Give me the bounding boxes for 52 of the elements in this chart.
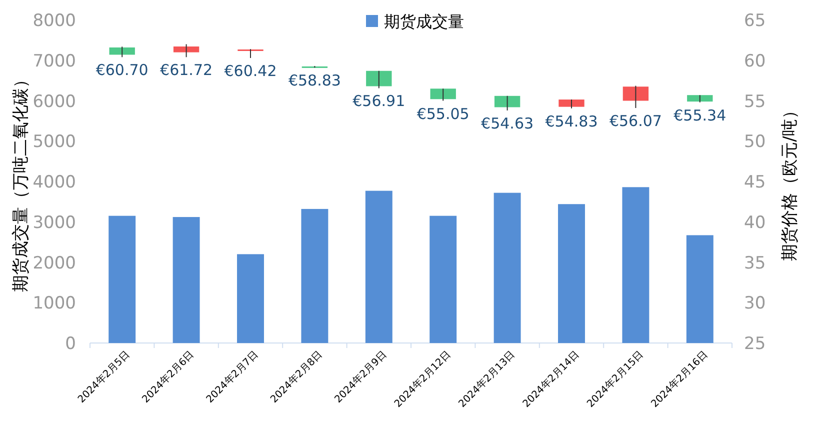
y2-tick-label: 35 xyxy=(744,253,766,274)
text: €55.05 xyxy=(416,104,470,123)
y2-axis-title: 期货价格（欧元/吨） xyxy=(780,102,800,261)
bar xyxy=(622,187,650,343)
bar xyxy=(558,204,585,343)
y2-tick-label: 45 xyxy=(744,172,766,192)
bar xyxy=(237,254,264,343)
y2-tick-label: 30 xyxy=(744,294,766,314)
text: €54.63 xyxy=(481,114,534,132)
y-tick-label: 7000 xyxy=(32,51,76,72)
legend-label: 期货成交量 xyxy=(384,12,464,31)
candlestick xyxy=(430,88,456,102)
y-tick-label: 4000 xyxy=(32,172,76,192)
y2-tick-label: 50 xyxy=(744,132,766,152)
candlestick xyxy=(366,70,392,89)
bar xyxy=(172,217,200,343)
text: €56.91 xyxy=(352,92,406,110)
candlestick xyxy=(494,95,520,111)
text: €54.83 xyxy=(545,112,598,130)
y2-tick-label: 55 xyxy=(744,92,766,112)
bar xyxy=(365,190,392,343)
text: €58.83 xyxy=(288,72,341,90)
candlestick xyxy=(173,44,200,58)
candlestick xyxy=(238,48,264,58)
text: €60.70 xyxy=(96,61,148,80)
text: €60.42 xyxy=(224,62,277,80)
y2-tick-label: 40 xyxy=(744,212,766,233)
text: €56.07 xyxy=(609,112,662,130)
candlestick xyxy=(302,66,328,68)
y-tick-label: 3000 xyxy=(32,212,76,233)
bar xyxy=(108,216,136,343)
candlestick xyxy=(622,85,649,109)
y2-tick-label: 60 xyxy=(744,51,766,72)
candlestick xyxy=(687,94,713,103)
bar xyxy=(686,235,714,343)
text: €55.34 xyxy=(674,106,726,124)
text: €61.72 xyxy=(160,61,213,80)
candlestick xyxy=(558,99,584,109)
bar xyxy=(494,192,521,343)
y-tick-label: 6000 xyxy=(32,92,76,112)
bar xyxy=(301,208,328,343)
y-tick-label: 0 xyxy=(65,334,76,354)
y-tick-label: 5000 xyxy=(32,132,76,152)
y-axis-title: 期货成交量（万吨二氧化碳） xyxy=(11,71,31,292)
legend: 期货成交量 xyxy=(366,12,464,31)
y-tick-label: 2000 xyxy=(32,253,76,274)
bar xyxy=(430,216,457,343)
y-tick-label: 1000 xyxy=(32,294,76,314)
candlestick xyxy=(109,46,135,58)
y-tick-label: 8000 xyxy=(32,11,76,31)
y2-tick-label: 25 xyxy=(744,334,766,354)
y2-tick-label: 65 xyxy=(744,11,766,31)
